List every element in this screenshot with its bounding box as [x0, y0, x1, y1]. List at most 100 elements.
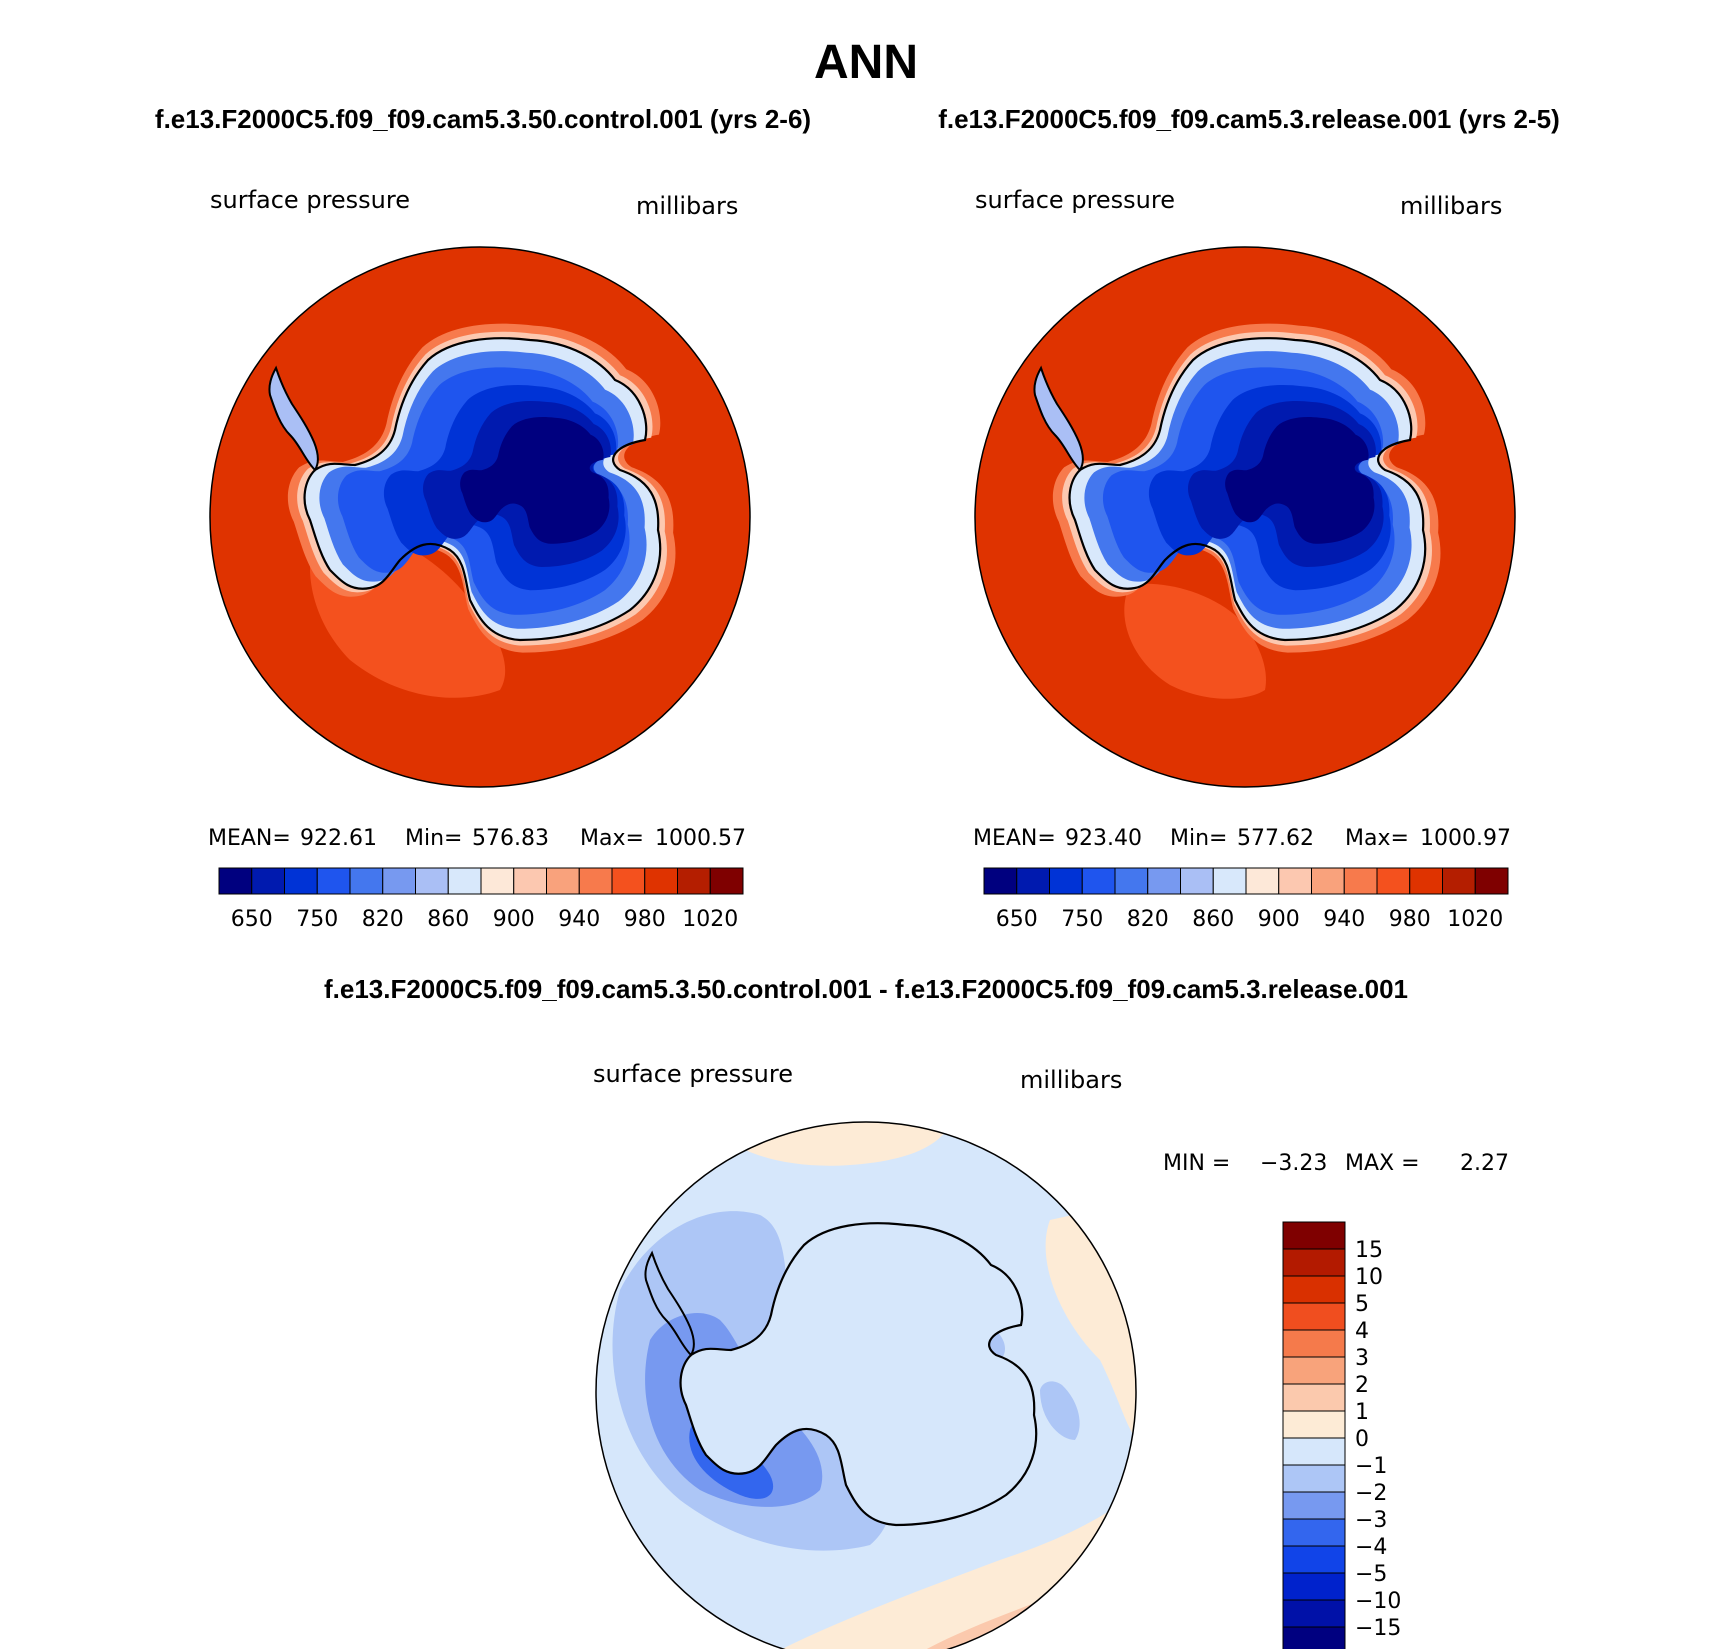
left-colorbar-swatch	[349, 867, 384, 895]
left-colorbar-tick-label: 860	[427, 907, 469, 932]
diff-negative-east	[1040, 1381, 1080, 1440]
diff-colorbar-tick-label: −1	[1355, 1454, 1387, 1479]
left-min-label: Min=	[405, 826, 462, 851]
left-colorbar-swatch	[513, 867, 547, 895]
left-panel: surface pressure millibars MEAN=	[208, 186, 751, 932]
diff-colorbar-swatch	[1282, 1599, 1346, 1628]
right-colorbar-swatch	[1311, 867, 1345, 895]
left-min-value: 576.83	[472, 826, 549, 851]
right-colorbar-tick-label: 750	[1061, 907, 1103, 932]
right-colorbar-swatch	[1016, 867, 1050, 895]
left-colorbar-swatch	[316, 867, 351, 895]
diff-colorbar-tick-label: −3	[1355, 1508, 1387, 1533]
right-map-low-sector	[1124, 583, 1266, 699]
diff-colorbar-swatch	[1282, 1518, 1346, 1547]
right-colorbar-swatch	[1409, 867, 1443, 895]
diff-colorbar-tick-label: 15	[1355, 1238, 1383, 1263]
right-colorbar-tick-label: 650	[996, 907, 1038, 932]
right-colorbar-swatch	[1278, 867, 1312, 895]
right-colorbar-swatch	[1180, 867, 1214, 895]
right-panel: surface pressure millibars MEAN= 92	[973, 186, 1516, 932]
left-colorbar: 650 750 820 860 900 940 980 1020	[218, 867, 744, 932]
left-colorbar-tick-label: 900	[493, 907, 535, 932]
diff-colorbar-swatch	[1282, 1437, 1346, 1466]
left-colorbar-swatch	[415, 867, 449, 895]
right-colorbar-tick-label: 860	[1192, 907, 1234, 932]
left-colorbar-swatch	[546, 867, 580, 895]
diff-colorbar-tick-label: 4	[1355, 1319, 1369, 1344]
right-units: millibars	[1400, 192, 1502, 220]
left-max-label: Max=	[580, 826, 644, 851]
right-colorbar-swatch	[983, 867, 1018, 895]
left-map-border	[209, 246, 751, 788]
left-colorbar-swatch	[251, 867, 285, 895]
right-colorbar-tick-label: 980	[1389, 907, 1431, 932]
diff-colorbar-tick-label: 2	[1355, 1373, 1369, 1398]
right-colorbar-tick-label: 1020	[1447, 907, 1503, 932]
diff-colorbar-swatch	[1282, 1302, 1346, 1331]
page-title: ANN	[814, 36, 918, 89]
left-stats: MEAN= 922.61 Min= 576.83 Max= 1000.57	[208, 826, 746, 851]
right-colorbar-swatch	[1114, 867, 1149, 895]
left-mean-value: 922.61	[300, 826, 377, 851]
left-max-value: 1000.57	[655, 826, 746, 851]
diff-stats: MIN = −3.23 MAX = 2.27	[1163, 1151, 1509, 1176]
left-colorbar-swatch	[480, 867, 515, 895]
diff-colorbar-tick-label: 3	[1355, 1346, 1369, 1371]
left-colorbar-tick-label: 750	[296, 907, 338, 932]
left-colorbar-swatch	[644, 867, 678, 895]
right-colorbar-swatch	[1049, 867, 1083, 895]
diff-colorbar-tick-label: 10	[1355, 1265, 1383, 1290]
header-left: f.e13.F2000C5.f09_f09.cam5.3.50.control.…	[155, 104, 811, 134]
diff-colorbar-tick-label: 1	[1355, 1400, 1369, 1425]
right-mean-value: 923.40	[1065, 826, 1142, 851]
right-var-title: surface pressure	[975, 186, 1175, 214]
left-units: millibars	[636, 192, 738, 220]
right-colorbar-swatch	[1376, 867, 1411, 895]
diff-colorbar-swatch	[1282, 1329, 1346, 1358]
left-colorbar-swatch	[447, 867, 482, 895]
diff-max-label: MAX =	[1345, 1151, 1420, 1176]
left-colorbar-swatch	[611, 867, 646, 895]
diff-colorbar-tick-label: −5	[1355, 1562, 1387, 1587]
diff-map-border	[595, 1121, 1137, 1649]
right-map	[975, 247, 1515, 787]
diff-colorbar-swatch	[1282, 1275, 1346, 1304]
left-colorbar-tick-label: 820	[362, 907, 404, 932]
diff-title: f.e13.F2000C5.f09_f09.cam5.3.50.control.…	[324, 974, 1408, 1004]
left-colorbar-swatch	[218, 867, 253, 895]
diff-units: millibars	[1020, 1066, 1122, 1094]
diff-colorbar-swatch	[1282, 1410, 1346, 1439]
diff-colorbar-swatch	[1282, 1464, 1346, 1493]
right-colorbar-swatch	[1442, 867, 1476, 895]
right-colorbar-swatch	[1081, 867, 1116, 895]
diff-colorbar-tick-label: −15	[1355, 1616, 1401, 1641]
diff-colorbar-tick-label: 5	[1355, 1292, 1369, 1317]
right-colorbar: 650 750 820 860 900 940 980 1020	[983, 867, 1509, 932]
diff-max-value: 2.27	[1460, 1151, 1509, 1176]
left-colorbar-tick-label: 1020	[682, 907, 738, 932]
left-colorbar-swatch	[677, 867, 711, 895]
diff-colorbar-swatch	[1282, 1572, 1346, 1601]
right-colorbar-tick-label: 820	[1127, 907, 1169, 932]
left-colorbar-swatch	[382, 867, 416, 895]
right-colorbar-tick-label: 940	[1323, 907, 1365, 932]
right-min-label: Min=	[1170, 826, 1227, 851]
left-colorbar-tick-label: 980	[624, 907, 666, 932]
diff-var-title: surface pressure	[593, 1060, 793, 1088]
diff-min-value: −3.23	[1260, 1151, 1327, 1176]
right-colorbar-swatch	[1212, 867, 1247, 895]
left-colorbar-tick-label: 650	[231, 907, 273, 932]
left-mean-label: MEAN=	[208, 826, 291, 851]
diff-colorbar-swatch	[1282, 1356, 1346, 1385]
right-colorbar-swatch	[1343, 867, 1378, 895]
right-mean-label: MEAN=	[973, 826, 1056, 851]
right-stats: MEAN= 923.40 Min= 577.62 Max= 1000.97	[973, 826, 1511, 851]
diff-colorbar-tick-label: −10	[1355, 1589, 1401, 1614]
diff-min-label: MIN =	[1163, 1151, 1230, 1176]
right-colorbar-swatch	[1147, 867, 1181, 895]
right-max-value: 1000.97	[1420, 826, 1511, 851]
right-max-label: Max=	[1345, 826, 1409, 851]
diff-colorbar-tick-label: −2	[1355, 1481, 1387, 1506]
